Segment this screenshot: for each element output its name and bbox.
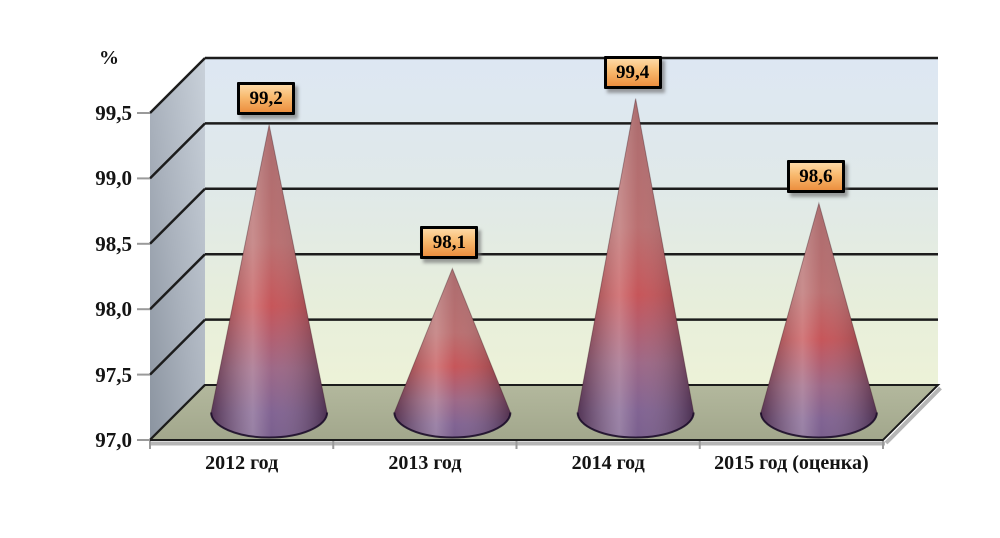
floor: [147, 384, 941, 441]
side-wall: [150, 58, 205, 440]
y-axis-title: %: [99, 47, 119, 69]
y-tick-label: 97,5: [95, 362, 132, 387]
side-wall-gridline: [149, 122, 206, 180]
side-wall-gridline: [149, 318, 206, 376]
cone-base-outline: [759, 412, 878, 439]
y-tick-label: 97,0: [95, 428, 132, 452]
y-tick-label: 99,5: [95, 101, 132, 125]
cone-base-outline: [210, 412, 329, 439]
cone-base-outline: [576, 412, 695, 439]
category-label-2012: 2012 год: [205, 452, 279, 474]
category-label-2013: 2013 год: [388, 452, 462, 474]
floor-edge-right: [884, 386, 942, 445]
y-tick-label: 99,0: [95, 166, 132, 191]
cone-base-outline: [393, 412, 512, 439]
value-callout: 98,1: [420, 225, 479, 259]
category-label-2015: 2015 год (оценка): [714, 452, 869, 474]
y-tick-label: 98,5: [95, 231, 132, 256]
side-wall-gridline: [149, 253, 206, 311]
value-callout: 99,2: [237, 81, 296, 115]
y-tick-label: 98,0: [95, 297, 132, 322]
side-wall-gridline: [149, 57, 206, 114]
value-callout: 98,6: [786, 160, 845, 194]
value-callout: 99,4: [603, 55, 662, 89]
side-wall-gridline: [149, 187, 206, 245]
category-label-2014: 2014 год: [571, 452, 645, 474]
